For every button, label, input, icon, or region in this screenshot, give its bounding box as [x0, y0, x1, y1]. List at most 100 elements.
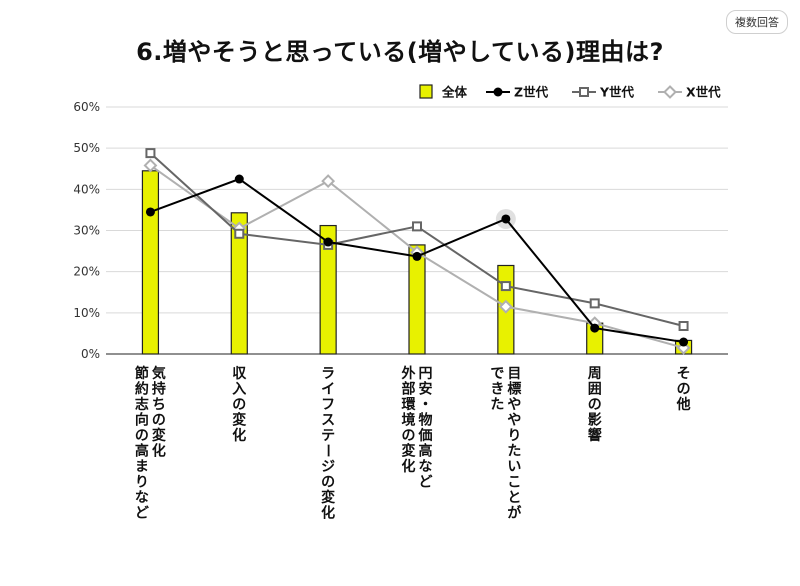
data-point [143, 158, 158, 173]
category-label-char: 響 [588, 427, 602, 444]
category-label-char: テ [321, 428, 335, 444]
data-point [679, 337, 689, 347]
category-label-char: ス [321, 413, 335, 429]
category-label-char: り [507, 428, 521, 444]
category-label-char: 高 [419, 443, 433, 460]
line-series [143, 148, 691, 355]
category-label-char: 化 [232, 427, 246, 444]
y-axis: 0% 10% 20% 30% 40% 50% 60% [73, 100, 100, 361]
category-label-char: 周 [588, 366, 602, 382]
category-label-char: 約 [135, 381, 149, 398]
data-point [498, 299, 513, 314]
category-label-char: そ [677, 366, 691, 382]
category-label-char: い [507, 459, 521, 475]
y-tick-label: 30% [73, 224, 100, 238]
category-label-char: な [419, 459, 433, 475]
category-label-char: 変 [402, 443, 416, 460]
category-label-char: ま [135, 459, 149, 475]
category-label-char: 化 [402, 458, 416, 475]
category-label-char: イ [321, 382, 335, 398]
x-axis-labels: 気持ちの変化節約志向の高まりなど収入の変化ライフステージの変化円安・物価高など外… [135, 365, 691, 522]
category-label-char: 高 [135, 443, 149, 460]
category-label-char: の [402, 428, 416, 444]
highlighted-point [501, 214, 511, 224]
legend-item: 全体 [419, 84, 468, 100]
category-label-char: ラ [321, 366, 335, 382]
category-label-char: 境 [402, 412, 416, 429]
category-label-char: 節 [135, 365, 149, 382]
category-label-char: や [507, 413, 521, 429]
legend-label: X世代 [686, 85, 721, 100]
data-point [323, 237, 333, 247]
category-label-char: の [152, 413, 166, 429]
legend-item: Z世代 [486, 85, 549, 100]
category-label-char: で [490, 366, 504, 382]
category-label-char: ー [319, 444, 335, 458]
category-label-char: 向 [135, 412, 149, 429]
bar [319, 224, 337, 355]
category-label-char: が [507, 505, 522, 522]
category-label-char: た [507, 444, 521, 460]
multiple-answer-badge: 複数回答 [726, 10, 788, 34]
category-label-char: 志 [135, 396, 149, 413]
data-point [234, 174, 244, 184]
legend-marker [579, 87, 589, 97]
legend: 全体 Z世代 Y世代 X世代 [419, 84, 721, 100]
category-label-char: 安 [419, 381, 433, 398]
category-label-char: 物 [419, 412, 433, 429]
category-label-char: の [232, 397, 246, 413]
category-label-char: こ [507, 475, 521, 491]
bar [408, 244, 426, 355]
y-tick-label: 50% [73, 141, 100, 155]
category-label-char: 囲 [588, 382, 602, 398]
category-label-char: の [135, 428, 149, 444]
category-label-char: き [490, 382, 504, 398]
category-label-char: 収 [232, 365, 247, 382]
category-label-char: ど [135, 506, 149, 522]
y-tick-label: 10% [73, 306, 100, 320]
category-label-char: 他 [676, 396, 691, 413]
data-point [500, 281, 511, 292]
category-label-char: ジ [321, 459, 335, 475]
category-label-char: 変 [232, 412, 246, 429]
y-tick-label: 0% [81, 347, 100, 361]
category-label-char: 気 [152, 365, 166, 382]
chart-title: 6.増やそうと思っている(増やしている)理由は? [136, 38, 664, 66]
series-circle [145, 174, 689, 347]
category-label-char: フ [321, 397, 335, 413]
category-label-char: や [507, 397, 521, 413]
legend-item: Y世代 [572, 85, 635, 100]
category-label-char: の [321, 475, 335, 491]
y-tick-label: 60% [73, 100, 100, 114]
category-label-char: ・ [419, 397, 433, 413]
y-tick-label: 20% [73, 265, 100, 279]
legend-label: 全体 [441, 85, 468, 100]
category-label-char: 円 [419, 366, 433, 382]
category-label-char: 化 [321, 505, 335, 522]
category-label-char: 標 [507, 381, 521, 398]
data-point [590, 323, 600, 333]
data-point [321, 174, 336, 189]
category-label-char: の [588, 397, 602, 413]
category-label-char: 持 [152, 381, 166, 398]
legend-swatch [419, 84, 433, 99]
category-label-char: 化 [152, 443, 166, 460]
legend-marker [493, 87, 503, 97]
y-tick-label: 40% [73, 182, 100, 196]
legend-label: Z世代 [514, 85, 549, 100]
data-point [589, 298, 600, 309]
data-point [412, 221, 422, 232]
category-label-char: ち [152, 397, 166, 413]
category-label-char: 部 [402, 381, 416, 398]
legend-item: X世代 [658, 85, 721, 100]
category-label-char: と [507, 490, 521, 506]
category-label-char: り [135, 475, 149, 491]
category-label-char: ど [419, 475, 433, 491]
legend-marker [663, 85, 677, 99]
category-label-char: 環 [402, 397, 417, 413]
legend-label: Y世代 [599, 85, 635, 100]
category-label-char: 入 [232, 382, 246, 398]
category-label-char: 外 [402, 365, 416, 382]
data-point [234, 228, 245, 239]
